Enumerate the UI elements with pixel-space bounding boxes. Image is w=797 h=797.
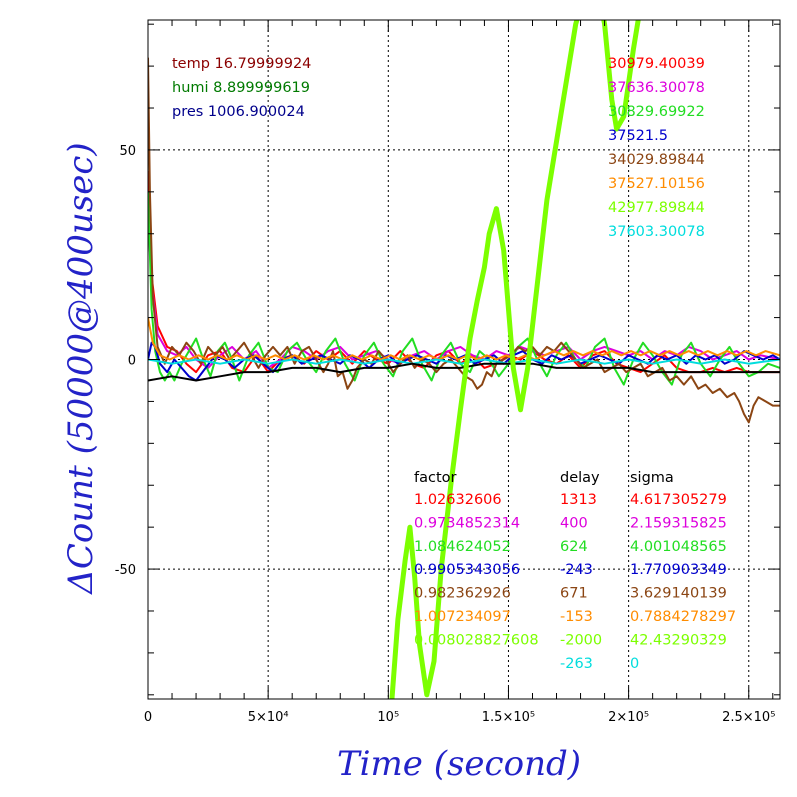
series-value-6: 37527.10156 [608, 176, 705, 192]
y-tick-label-0: 0 [128, 354, 136, 369]
series-value-8: 37603.30078 [608, 224, 705, 240]
env-reading-2: humi 8.899999619 [172, 80, 310, 96]
fit-factor-1: 1.02632606 [414, 492, 502, 508]
series-line-8 [148, 362, 780, 382]
series-value-3: 30829.69922 [608, 104, 705, 120]
series-value-1: 30979.40039 [608, 56, 705, 72]
fit-factor-6: 1.007234097 [414, 609, 511, 625]
fit-factor-2: 0.9734852314 [414, 515, 520, 531]
fit-factor-3: 1.084624052 [414, 539, 511, 555]
fit-delay-8: -263 [560, 656, 593, 672]
series-line-2 [148, 212, 780, 369]
fit-sigma-5: 3.629140139 [630, 586, 727, 602]
fit-delay-1: 1313 [560, 492, 597, 508]
fit-parameter-table: factor delay sigma 1.02632606 1313 4.61730527… [414, 470, 736, 672]
x-tick-labels: 0 5×10⁴ 10⁵ 1.5×10⁵ 2×10⁵ 2.5×10⁵ [144, 710, 776, 725]
series-layer [148, 20, 780, 699]
fit-sigma-4: 1.770903349 [630, 562, 727, 578]
series-value-4: 37521.5 [608, 128, 668, 144]
series-value-2: 37636.30078 [608, 80, 705, 96]
x-tick-label-200000: 2×10⁵ [608, 710, 649, 725]
fit-factor-4: 0.9905343056 [414, 562, 520, 578]
fit-delay-7: -2000 [560, 632, 602, 648]
series-line-9 [389, 20, 641, 699]
series-value-list: 30979.40039 37636.30078 30829.69922 37521.5… [608, 56, 705, 240]
x-tick-label-50000: 5×10⁴ [248, 710, 289, 725]
fit-factor-5: 0.982362926 [414, 586, 511, 602]
fit-header-delay: delay [560, 470, 600, 486]
fit-sigma-7: 42.43290329 [630, 632, 727, 648]
x-tick-label-0: 0 [144, 710, 152, 725]
fit-delay-6: -153 [560, 609, 593, 625]
fit-sigma-8: 0 [630, 656, 639, 672]
fit-header-sigma: sigma [630, 470, 674, 486]
fit-delay-5: 671 [560, 586, 588, 602]
fit-sigma-3: 4.001048565 [630, 539, 727, 555]
fit-delay-2: 400 [560, 515, 588, 531]
environment-readings: temp 16.79999924 humi 8.899999619 pres 100… [172, 56, 311, 120]
env-reading-3: pres 1006.900024 [172, 104, 305, 120]
x-axis-title: Time (second) [337, 744, 581, 784]
series-line-7 [148, 358, 780, 365]
fit-sigma-2: 2.159315825 [630, 515, 727, 531]
fit-delay-3: 624 [560, 539, 588, 555]
minor-ticks [147, 20, 780, 699]
fit-delay-4: -243 [560, 562, 593, 578]
fit-sigma-1: 4.617305279 [630, 492, 727, 508]
x-tick-label-150000: 1.5×10⁵ [482, 710, 535, 725]
series-value-7: 42977.89844 [608, 200, 705, 216]
y-tick-labels: 50 0 -50 [115, 144, 136, 578]
series-line-5 [148, 57, 780, 424]
y-axis-title: ΔCount (50000@400usec) [61, 142, 101, 595]
y-tick-label-50: -50 [115, 563, 136, 578]
fit-header-factor: factor [414, 470, 457, 486]
x-tick-label-250000: 2.5×10⁵ [722, 710, 775, 725]
fit-sigma-6: 0.7884278297 [630, 609, 736, 625]
series-value-5: 34029.89844 [608, 152, 705, 168]
x-tick-label-100000: 10⁵ [377, 710, 399, 725]
env-reading-1: temp 16.79999924 [172, 56, 311, 72]
fit-factor-7: 0.008028827608 [414, 632, 539, 648]
y-tick-label-50: 50 [119, 144, 136, 159]
